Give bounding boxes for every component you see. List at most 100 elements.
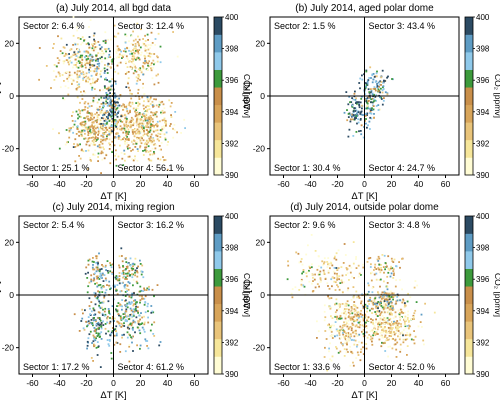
y-axis-label: ΔΘ [K]: [0, 281, 2, 309]
data-point: [384, 80, 386, 82]
colorbar-label: CO₂ [ppmv]: [242, 273, 252, 317]
data-point: [342, 291, 344, 294]
data-point: [91, 49, 93, 52]
data-point: [83, 39, 85, 42]
data-point: [395, 279, 397, 281]
data-point: [108, 322, 111, 325]
data-point: [88, 112, 90, 114]
data-point: [131, 101, 134, 104]
data-point: [149, 135, 152, 138]
data-point: [95, 297, 98, 299]
data-point: [381, 341, 383, 344]
data-point: [406, 345, 409, 347]
data-point: [100, 134, 103, 137]
data-point: [366, 105, 369, 108]
data-point: [128, 129, 131, 132]
data-point: [93, 38, 95, 41]
data-point: [94, 119, 97, 122]
data-point: [127, 86, 130, 89]
data-point: [317, 273, 320, 276]
data-point: [358, 326, 361, 329]
data-point: [97, 67, 100, 70]
data-point: [377, 320, 380, 323]
data-point: [403, 305, 406, 308]
data-point: [142, 119, 145, 122]
data-point: [407, 310, 409, 313]
data-point: [80, 91, 82, 93]
data-point: [106, 57, 109, 60]
data-point: [82, 327, 85, 330]
data-point: [126, 125, 129, 127]
x-axis-label: ΔT [K]: [351, 390, 377, 401]
data-point: [79, 61, 81, 63]
data-point: [361, 304, 364, 307]
data-point: [120, 115, 123, 118]
data-point: [79, 112, 81, 115]
data-point: [319, 277, 322, 279]
data-point: [121, 54, 124, 57]
data-point: [140, 71, 143, 74]
data-point: [164, 159, 167, 161]
data-point: [84, 309, 86, 312]
data-point: [92, 129, 94, 132]
data-point: [392, 270, 395, 272]
data-point: [113, 320, 115, 322]
data-point: [378, 108, 381, 111]
data-point: [104, 31, 107, 34]
data-point: [101, 69, 104, 71]
data-point: [115, 334, 118, 337]
data-point: [91, 124, 93, 127]
data-point: [395, 326, 398, 328]
data-point: [97, 262, 99, 265]
data-point: [79, 54, 82, 57]
data-point: [81, 317, 84, 320]
data-point: [394, 294, 396, 297]
data-point: [344, 331, 346, 334]
data-point: [113, 328, 116, 331]
data-point: [305, 275, 308, 278]
data-point: [74, 53, 77, 56]
data-point: [110, 115, 113, 118]
data-point: [100, 56, 103, 58]
data-point: [85, 143, 88, 146]
data-point: [159, 129, 162, 131]
data-point: [97, 327, 99, 330]
data-point: [347, 116, 350, 118]
data-point: [145, 114, 148, 116]
data-point: [127, 315, 129, 317]
data-point: [140, 54, 142, 56]
data-point: [147, 100, 150, 103]
data-point: [156, 125, 159, 128]
data-point: [127, 324, 130, 327]
data-point: [331, 264, 334, 267]
data-point: [94, 127, 97, 130]
data-point: [291, 296, 294, 299]
data-point: [373, 93, 375, 96]
colorbar-tick-label: 398: [225, 45, 239, 54]
data-point: [102, 265, 104, 268]
data-point: [129, 126, 132, 129]
data-point: [107, 343, 110, 346]
data-point: [109, 334, 112, 337]
data-point: [329, 335, 332, 337]
data-point: [375, 105, 378, 107]
data-point: [385, 321, 387, 324]
data-point: [94, 292, 97, 295]
data-point: [106, 284, 108, 286]
data-point: [103, 310, 106, 313]
data-point: [72, 126, 74, 128]
colorbar-segment: [214, 338, 222, 357]
data-point: [324, 316, 327, 319]
data-point: [124, 140, 126, 143]
data-point: [165, 131, 168, 134]
data-point: [375, 278, 378, 281]
data-point: [128, 104, 131, 107]
data-point: [420, 313, 423, 316]
data-point: [102, 324, 105, 326]
data-point: [91, 266, 94, 269]
data-point: [364, 82, 367, 84]
data-point: [343, 111, 346, 114]
data-point: [380, 305, 383, 307]
data-point: [120, 138, 123, 141]
data-point: [336, 275, 339, 277]
